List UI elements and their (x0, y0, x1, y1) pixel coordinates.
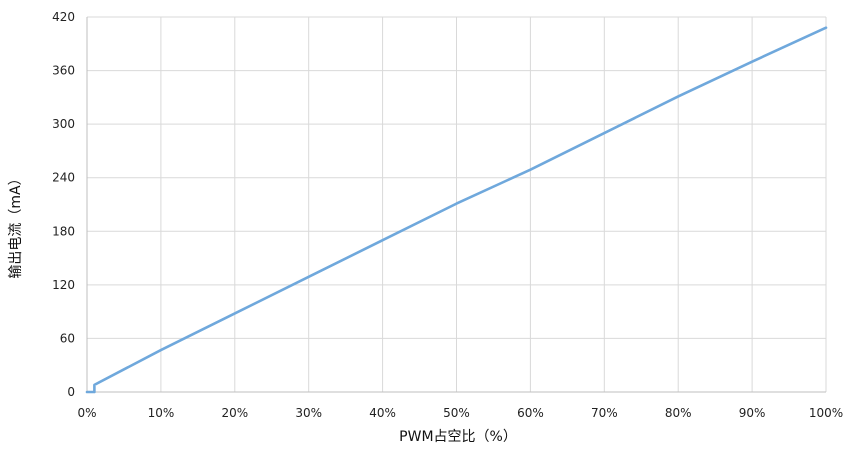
grid-lines (87, 16, 827, 392)
y-tick-label: 240 (52, 171, 75, 185)
x-tick-label: 20% (221, 406, 248, 420)
y-tick-label: 360 (52, 64, 75, 78)
x-axis-title: PWM占空比（%） (399, 429, 517, 445)
x-tick-label: 100% (809, 406, 843, 420)
y-tick-label: 180 (52, 224, 75, 238)
y-tick-label: 0 (67, 385, 75, 399)
x-tick-labels: 0% 10% 20% 30% 40% 50% 60% 70% 80% 90% 100% (77, 406, 843, 420)
x-tick-label: 0% (77, 406, 96, 420)
x-tick-label: 50% (443, 406, 470, 420)
y-axis-title: 输出电流（mA） (8, 171, 24, 278)
y-tick-label: 300 (52, 117, 75, 131)
series-line (85, 26, 828, 394)
y-tick-label: 420 (52, 10, 75, 24)
x-tick-label: 30% (295, 406, 322, 420)
x-tick-label: 80% (665, 406, 692, 420)
x-tick-label: 10% (148, 406, 175, 420)
y-tick-label: 120 (52, 278, 75, 292)
x-tick-label: 60% (517, 406, 544, 420)
x-tick-label: 70% (591, 406, 618, 420)
x-tick-label: 40% (369, 406, 396, 420)
y-tick-label: 60 (60, 331, 75, 345)
axes (86, 17, 826, 393)
series-layer (85, 26, 828, 394)
y-tick-labels: 0 60 120 180 240 300 360 420 (52, 10, 75, 399)
x-tick-label: 90% (739, 406, 766, 420)
